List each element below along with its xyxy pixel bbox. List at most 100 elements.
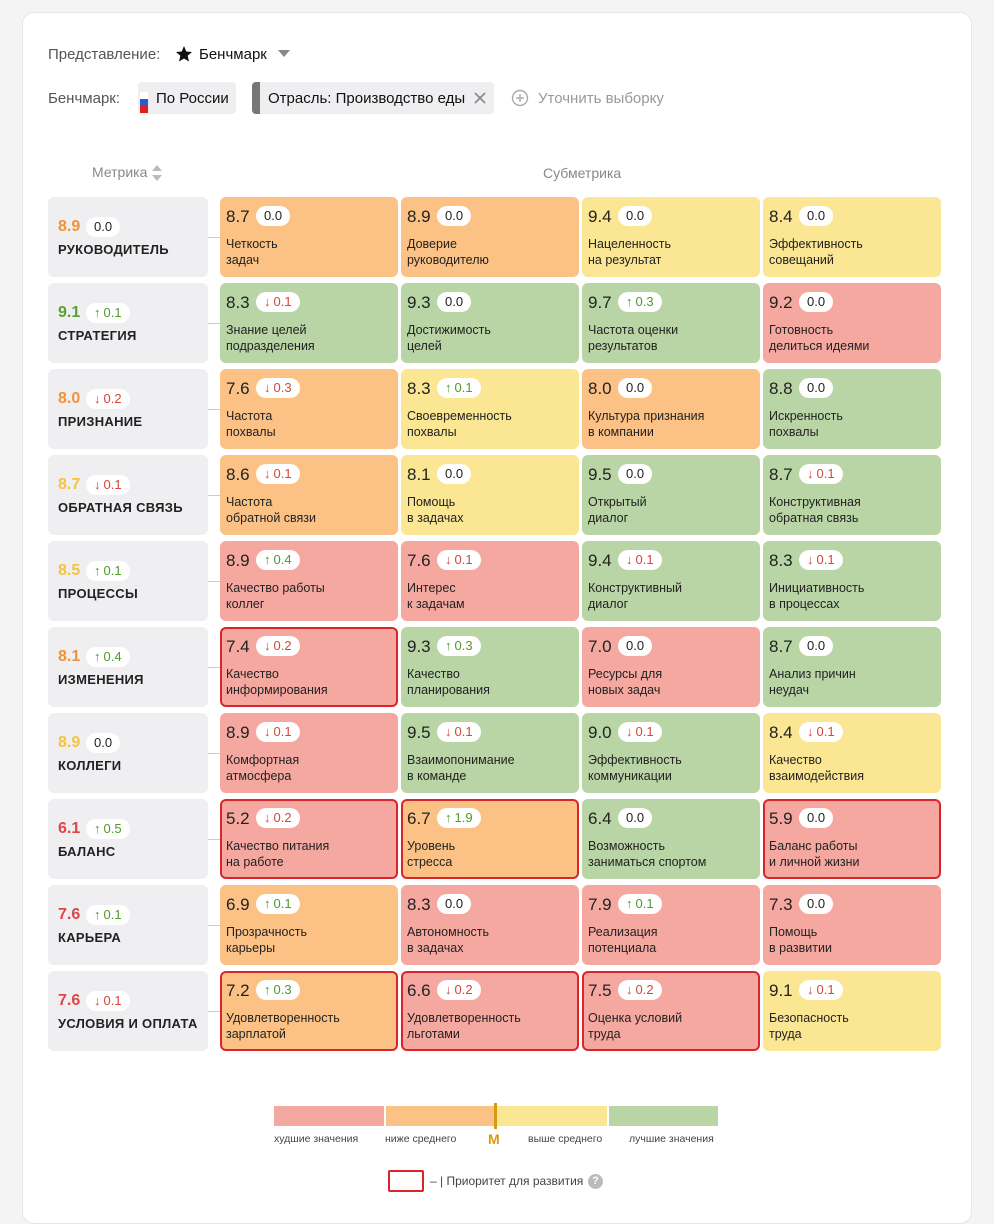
submetric-cell[interactable]: 8.3 ↓ 0.1 Знание целей подразделения — [220, 283, 398, 363]
submetric-cell[interactable]: 8.7 0.0 Анализ причин неудач — [763, 627, 941, 707]
metric-name: ПРИЗНАНИЕ — [58, 414, 143, 429]
submetric-cell[interactable]: 9.5 0.0 Открытый диалог — [582, 455, 760, 535]
delta-value: 0.0 — [626, 208, 645, 223]
submetric-cell[interactable]: 5.2 ↓ 0.2 Качество питания на работе — [220, 799, 398, 879]
submetric-cell[interactable]: 5.9 0.0 Баланс работы и личной жизни — [763, 799, 941, 879]
delta-value: 0.0 — [264, 208, 283, 223]
delta-value: 0.3 — [273, 982, 292, 997]
legend-label: худшие значения — [274, 1133, 359, 1145]
delta-badge: 0.0 — [86, 733, 121, 753]
metric-cell[interactable]: 7.6 ↑ 0.1 КАРЬЕРА — [48, 885, 208, 965]
metric-cell[interactable]: 8.9 0.0 РУКОВОДИТЕЛЬ — [48, 197, 208, 277]
metric-cell[interactable]: 9.1 ↑ 0.1 СТРАТЕГИЯ — [48, 283, 208, 363]
submetric-cell[interactable]: 9.7 ↑ 0.3 Частота оценки результатов — [582, 283, 760, 363]
metric-cell[interactable]: 8.9 0.0 КОЛЛЕГИ — [48, 713, 208, 793]
submetric-cell[interactable]: 8.8 0.0 Искренность похвалы — [763, 369, 941, 449]
metric-cell[interactable]: 7.6 ↓ 0.1 УСЛОВИЯ И ОПЛАТА — [48, 971, 208, 1051]
submetric-score: 8.1 — [407, 465, 431, 484]
submetric-cell[interactable]: 8.9 ↑ 0.4 Качество работы коллег — [220, 541, 398, 621]
submetric-cell[interactable]: 8.3 ↓ 0.1 Инициативность в процессах — [763, 541, 941, 621]
chip[interactable] — [252, 82, 494, 114]
submetric-cell[interactable]: 9.0 ↓ 0.1 Эффективность коммуникации — [582, 713, 760, 793]
submetric-score: 8.3 — [226, 293, 250, 312]
submetric-cell[interactable]: 8.9 ↓ 0.1 Комфортная атмосфера — [220, 713, 398, 793]
submetric-name: Частота обратной связи — [226, 495, 317, 525]
submetric-cell[interactable]: 8.9 0.0 Доверие руководителю — [401, 197, 579, 277]
submetric-cell[interactable]: 8.3 ↑ 0.1 Своевременность похвалы — [401, 369, 579, 449]
submetric-cell[interactable]: 9.3 0.0 Достижимость целей — [401, 283, 579, 363]
connector — [208, 667, 220, 668]
metric-name: ОБРАТНАЯ СВЯЗЬ — [58, 500, 183, 515]
submetric-cell[interactable]: 8.7 0.0 Четкость задач — [220, 197, 398, 277]
view-select[interactable]: Бенчмарк — [199, 46, 267, 63]
delta-badge: ↓ 0.2 — [618, 980, 662, 1000]
metric-cell[interactable]: 8.1 ↑ 0.4 ИЗМЕНЕНИЯ — [48, 627, 208, 707]
submetric-name: Уровень стресса — [407, 839, 456, 869]
submetric-cell[interactable]: 9.3 ↑ 0.3 Качество планирования — [401, 627, 579, 707]
dropdown-arrow[interactable] — [278, 50, 290, 58]
submetric-name: Ресурсы для новых задач — [588, 667, 663, 697]
submetric-cell[interactable]: 8.4 ↓ 0.1 Качество взаимодействия — [763, 713, 941, 793]
metric-score: 8.9 — [58, 734, 81, 751]
submetric-cell[interactable]: 8.3 0.0 Автономность в задачах — [401, 885, 579, 965]
submetric-cell[interactable]: 7.0 0.0 Ресурсы для новых задач — [582, 627, 760, 707]
submetric-cell[interactable]: 6.9 ↑ 0.1 Прозрачность карьеры — [220, 885, 398, 965]
connector — [208, 237, 220, 238]
delta-badge: 0.0 — [618, 808, 653, 828]
delta-value: 0.0 — [626, 380, 645, 395]
submetric-score: 8.3 — [407, 379, 431, 398]
submetric-cell[interactable]: 9.4 ↓ 0.1 Конструктивный диалог — [582, 541, 760, 621]
submetric-cell[interactable]: 8.7 ↓ 0.1 Конструктивная обратная связь — [763, 455, 941, 535]
submetric-score: 7.0 — [588, 637, 612, 656]
submetric-cell[interactable]: 6.4 0.0 Возможность заниматься спортом — [582, 799, 760, 879]
submetric-cell[interactable]: 6.6 ↓ 0.2 Удовлетворенность льготами — [401, 971, 579, 1051]
star-icon — [176, 46, 192, 62]
metric-cell[interactable]: 8.0 ↓ 0.2 ПРИЗНАНИЕ — [48, 369, 208, 449]
chip[interactable] — [138, 82, 236, 114]
arrow-icon: ↓ — [445, 982, 452, 997]
delta-value: 0.1 — [103, 477, 122, 492]
delta-badge: ↓ 0.1 — [437, 550, 481, 570]
delta-badge: 0.0 — [437, 292, 472, 312]
submetric-cell[interactable]: 8.6 ↓ 0.1 Частота обратной связи — [220, 455, 398, 535]
help-icon[interactable]: ? — [588, 1174, 603, 1189]
submetric-cell[interactable]: 8.0 0.0 Культура признания в компании — [582, 369, 760, 449]
delta-value: 0.1 — [103, 563, 122, 578]
submetric-cell[interactable]: 9.2 0.0 Готовность делиться идеями — [763, 283, 941, 363]
metric-header[interactable]: Метрика — [92, 164, 148, 180]
submetric-cell[interactable]: 9.1 ↓ 0.1 Безопасность труда — [763, 971, 941, 1051]
metric-name: ПРОЦЕССЫ — [58, 586, 139, 601]
submetric-score: 8.6 — [226, 465, 250, 484]
arrow-icon: ↓ — [264, 724, 271, 739]
delta-value: 0.1 — [635, 552, 654, 567]
submetric-name: Открытый диалог — [588, 495, 647, 525]
submetric-cell[interactable]: 8.1 0.0 Помощь в задачах — [401, 455, 579, 535]
submetric-name: Частота оценки результатов — [588, 323, 679, 353]
submetric-score: 7.2 — [226, 981, 250, 1000]
submetric-cell[interactable]: 7.4 ↓ 0.2 Качество информирования — [220, 627, 398, 707]
submetric-score: 7.6 — [407, 551, 431, 570]
submetric-name: Удовлетворенность льготами — [407, 1011, 521, 1041]
sort-icon[interactable] — [151, 164, 163, 182]
close-icon[interactable] — [474, 92, 486, 104]
submetric-cell[interactable]: 8.4 0.0 Эффективность совещаний — [763, 197, 941, 277]
submetric-cell[interactable]: 7.9 ↑ 0.1 Реализация потенциала — [582, 885, 760, 965]
refine-button[interactable]: Уточнить выборку — [538, 90, 664, 107]
delta-badge: 0.0 — [437, 464, 472, 484]
arrow-icon: ↑ — [94, 305, 101, 320]
metric-cell[interactable]: 8.5 ↑ 0.1 ПРОЦЕССЫ — [48, 541, 208, 621]
metric-cell[interactable]: 6.1 ↑ 0.5 БАЛАНС — [48, 799, 208, 879]
submetric-cell[interactable]: 7.3 0.0 Помощь в развитии — [763, 885, 941, 965]
delta-badge: ↑ 0.3 — [256, 980, 300, 1000]
submetric-cell[interactable]: 6.7 ↑ 1.9 Уровень стресса — [401, 799, 579, 879]
plus-icon[interactable] — [511, 89, 529, 107]
submetric-cell[interactable]: 7.2 ↑ 0.3 Удовлетворенность зарплатой — [220, 971, 398, 1051]
submetric-score: 6.7 — [407, 809, 431, 828]
metric-cell[interactable]: 8.7 ↓ 0.1 ОБРАТНАЯ СВЯЗЬ — [48, 455, 208, 535]
submetric-cell[interactable]: 7.6 ↓ 0.3 Частота похвалы — [220, 369, 398, 449]
submetric-cell[interactable]: 7.5 ↓ 0.2 Оценка условий труда — [582, 971, 760, 1051]
submetric-cell[interactable]: 9.5 ↓ 0.1 Взаимопонимание в команде — [401, 713, 579, 793]
submetric-cell[interactable]: 9.4 0.0 Нацеленность на результат — [582, 197, 760, 277]
submetric-score: 9.3 — [407, 293, 431, 312]
submetric-cell[interactable]: 7.6 ↓ 0.1 Интерес к задачам — [401, 541, 579, 621]
